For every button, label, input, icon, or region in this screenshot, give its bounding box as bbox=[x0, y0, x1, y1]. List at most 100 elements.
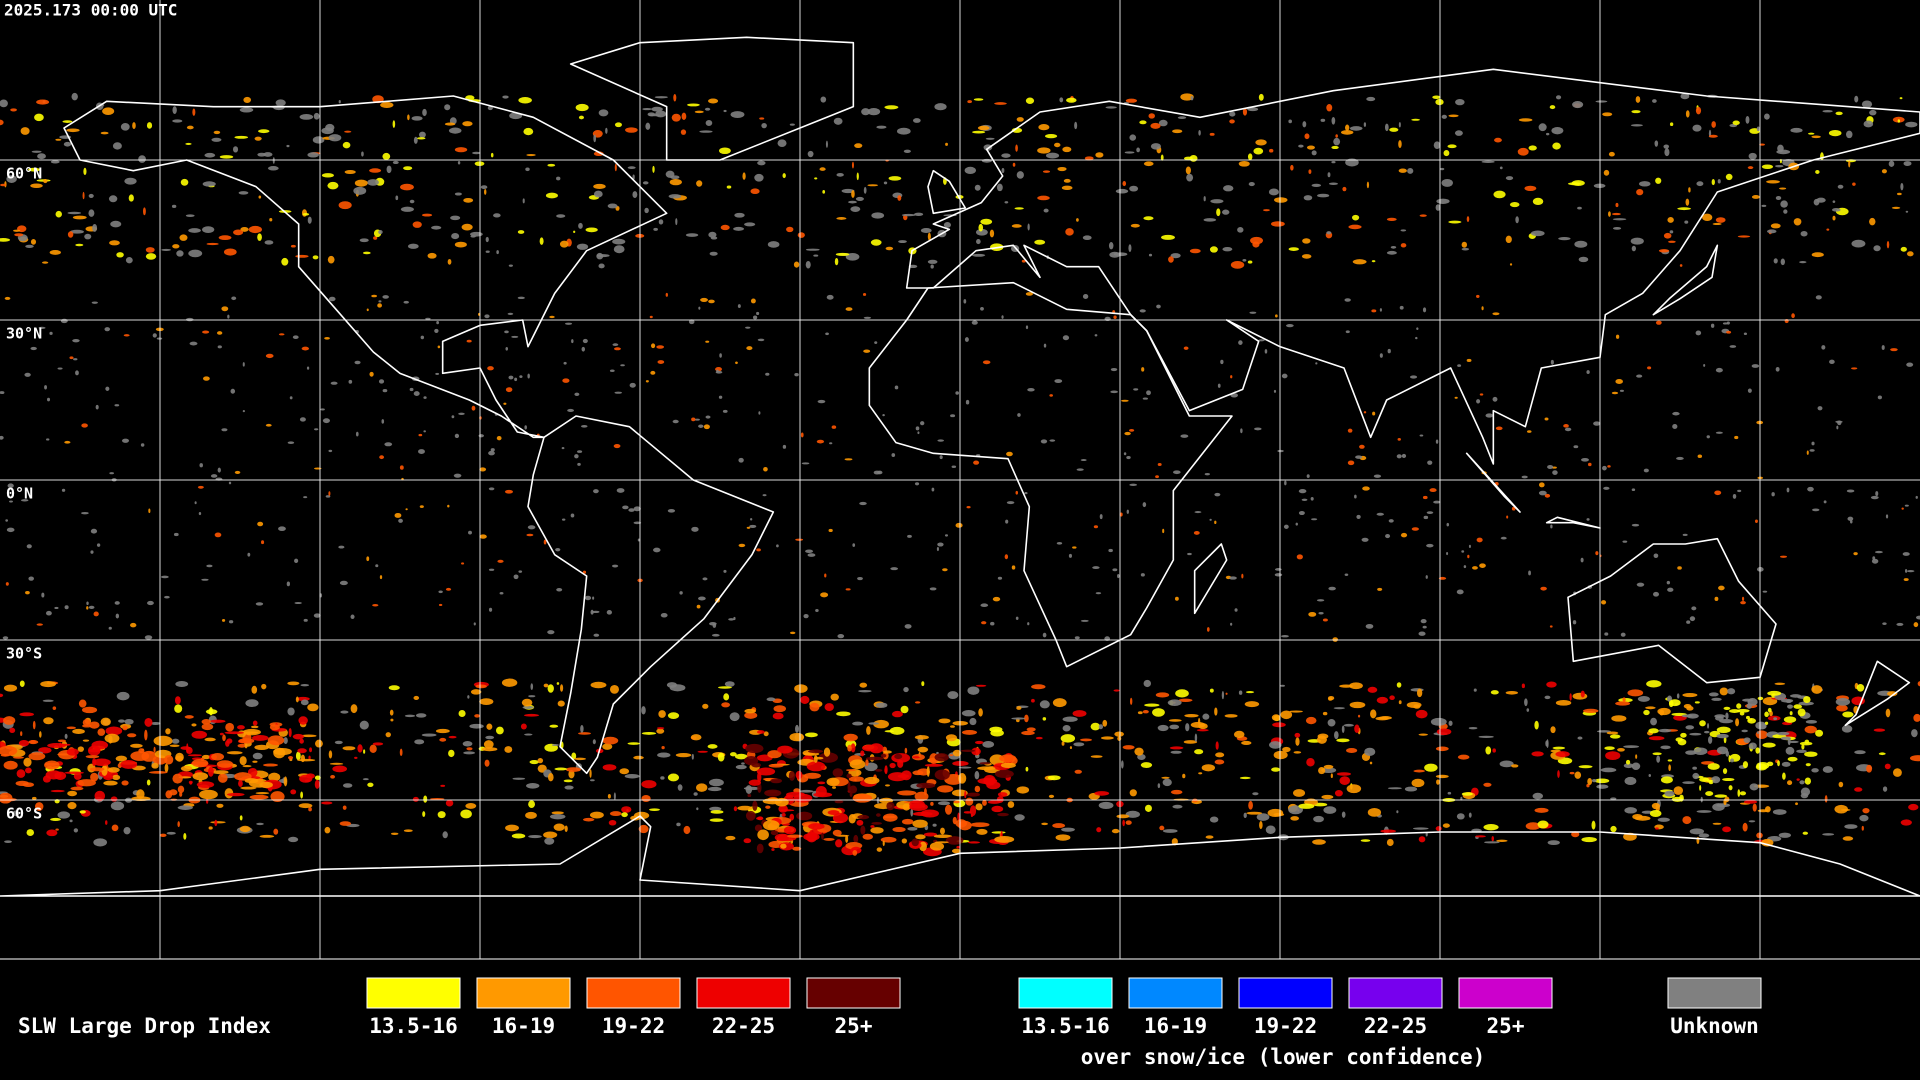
cloud-pixel bbox=[845, 588, 851, 591]
cloud-pixel bbox=[654, 96, 668, 99]
cloud-pixel bbox=[221, 306, 229, 312]
cloud-pixel bbox=[1546, 681, 1557, 688]
cloud-pixel bbox=[1654, 140, 1659, 147]
cloud-pixel bbox=[480, 185, 488, 190]
cloud-pixel bbox=[1140, 762, 1153, 768]
cloud-pixel bbox=[1356, 514, 1361, 520]
cloud-pixel bbox=[1691, 606, 1697, 611]
cloud-pixel bbox=[543, 683, 549, 688]
cloud-pixel bbox=[1122, 181, 1127, 187]
cloud-pixel bbox=[1366, 181, 1370, 189]
cloud-pixel bbox=[648, 114, 661, 117]
cloud-pixel bbox=[103, 780, 118, 786]
cloud-pixel bbox=[1178, 698, 1193, 702]
cloud-pixel bbox=[208, 826, 213, 830]
cloud-pixel bbox=[339, 821, 352, 826]
cloud-pixel bbox=[1692, 124, 1702, 132]
cloud-pixel bbox=[924, 763, 944, 767]
cloud-pixel bbox=[369, 744, 377, 754]
cloud-pixel bbox=[299, 738, 304, 744]
cloud-pixel bbox=[1121, 399, 1129, 402]
cloud-pixel bbox=[738, 543, 746, 548]
cloud-pixel bbox=[1781, 698, 1794, 703]
cloud-pixel bbox=[1269, 148, 1274, 153]
cloud-pixel bbox=[717, 752, 725, 762]
cloud-pixel bbox=[824, 573, 827, 578]
cloud-pixel bbox=[1636, 374, 1643, 378]
cloud-pixel bbox=[110, 796, 118, 802]
cloud-pixel bbox=[526, 533, 534, 537]
cloud-pixel bbox=[1755, 747, 1760, 754]
cloud-pixel bbox=[1740, 601, 1746, 605]
cloud-pixel bbox=[1490, 690, 1499, 695]
cloud-pixel bbox=[1651, 802, 1661, 810]
cloud-pixel bbox=[970, 822, 990, 828]
cloud-pixel bbox=[102, 107, 115, 116]
cloud-pixel bbox=[953, 800, 961, 804]
cloud-pixel bbox=[197, 485, 204, 489]
cloud-pixel bbox=[1327, 718, 1336, 727]
cloud-pixel bbox=[205, 709, 218, 715]
cloud-pixel bbox=[1170, 750, 1182, 754]
cloud-pixel bbox=[1349, 701, 1366, 709]
cloud-pixel bbox=[1295, 737, 1300, 746]
cloud-pixel bbox=[1448, 114, 1459, 118]
cloud-pixel bbox=[1766, 229, 1777, 234]
cloud-pixel bbox=[1851, 239, 1866, 248]
cloud-pixel bbox=[457, 160, 461, 165]
cloud-pixel bbox=[1161, 234, 1175, 240]
cloud-pixel bbox=[820, 96, 827, 103]
cloud-pixel bbox=[924, 788, 927, 796]
cloud-pixel bbox=[307, 216, 312, 224]
cloud-pixel bbox=[1386, 250, 1397, 255]
cloud-pixel bbox=[1751, 364, 1760, 368]
cloud-pixel bbox=[1696, 181, 1704, 187]
cloud-pixel bbox=[1221, 209, 1230, 215]
cloud-pixel bbox=[1281, 635, 1289, 638]
cloud-pixel bbox=[551, 811, 564, 815]
cloud-pixel bbox=[1909, 755, 1920, 762]
cloud-pixel bbox=[1685, 110, 1690, 118]
cloud-pixel bbox=[388, 685, 400, 691]
coastline bbox=[1844, 660, 1911, 727]
cloud-pixel bbox=[1128, 428, 1135, 432]
cloud-pixel bbox=[882, 813, 898, 822]
cloud-pixel bbox=[963, 299, 967, 304]
cloud-pixel bbox=[530, 683, 534, 690]
cloud-pixel bbox=[756, 548, 761, 552]
cloud-pixel bbox=[447, 258, 452, 265]
cloud-pixel bbox=[708, 98, 719, 104]
cloud-pixel bbox=[1162, 778, 1172, 787]
cloud-pixel bbox=[845, 307, 853, 311]
cloud-pixel bbox=[1896, 622, 1904, 626]
cloud-pixel bbox=[1457, 364, 1462, 367]
cloud-pixel bbox=[1854, 750, 1866, 755]
cloud-pixel bbox=[301, 734, 317, 738]
cloud-pixel bbox=[963, 811, 972, 814]
cloud-pixel bbox=[62, 120, 73, 123]
cloud-pixel bbox=[289, 396, 293, 400]
cloud-pixel bbox=[1751, 195, 1760, 199]
cloud-pixel bbox=[989, 229, 995, 238]
cloud-pixel bbox=[475, 684, 487, 689]
cloud-pixel bbox=[239, 107, 254, 113]
cloud-pixel bbox=[228, 620, 234, 624]
cloud-pixel bbox=[1624, 807, 1637, 814]
cloud-pixel bbox=[741, 762, 745, 765]
cloud-pixel bbox=[543, 831, 558, 839]
cloud-pixel bbox=[73, 772, 82, 780]
cloud-pixel bbox=[1229, 119, 1235, 124]
cloud-pixel bbox=[555, 547, 561, 552]
cloud-pixel bbox=[1271, 767, 1281, 772]
cloud-pixel bbox=[83, 167, 87, 176]
cloud-pixel bbox=[258, 195, 262, 199]
cloud-pixel bbox=[1631, 523, 1640, 527]
cloud-pixel bbox=[1222, 246, 1233, 252]
latitude-labels: 60°N30°N0°N30°S60°S bbox=[6, 165, 42, 823]
cloud-pixel bbox=[116, 691, 130, 701]
cloud-pixel bbox=[1631, 488, 1636, 491]
cloud-pixel bbox=[1730, 758, 1734, 763]
cloud-pixel bbox=[221, 618, 226, 622]
cloud-pixel bbox=[176, 250, 184, 257]
cloud-pixel bbox=[1716, 803, 1731, 808]
